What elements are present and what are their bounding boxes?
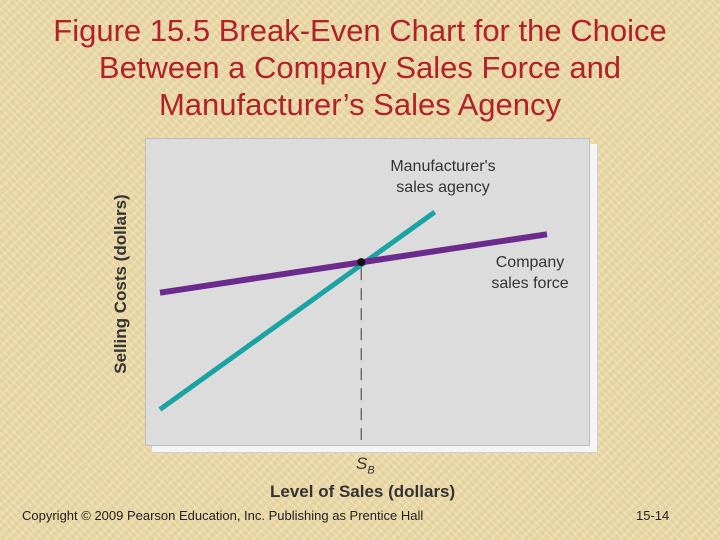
plot-background bbox=[145, 138, 590, 446]
breakeven-point bbox=[357, 258, 366, 267]
annotation-line: sales force bbox=[491, 275, 569, 292]
breakeven-label: SB bbox=[356, 454, 375, 477]
page-title: Figure 15.5 Break-Even Chart for the Cho… bbox=[53, 13, 667, 122]
annotation-company-sales-force: Company sales force bbox=[480, 252, 580, 294]
series-line-company-sales-force bbox=[159, 231, 548, 296]
annotation-line: Company bbox=[495, 254, 565, 271]
y-axis-label: Selling Costs (dollars) bbox=[111, 194, 130, 374]
copyright-notice: Copyright © 2009 Pearson Education, Inc.… bbox=[22, 508, 424, 523]
annotation-manufacturers-sales-agency: Manufacturer's sales agency bbox=[378, 156, 508, 198]
annotation-line: Manufacturer's bbox=[390, 158, 496, 175]
series-line-manufacturers-sales-agency bbox=[158, 210, 437, 412]
page-number: 15-14 bbox=[636, 508, 670, 523]
annotation-line: sales agency bbox=[396, 179, 490, 196]
x-axis-label: Level of Sales (dollars) bbox=[270, 482, 456, 501]
